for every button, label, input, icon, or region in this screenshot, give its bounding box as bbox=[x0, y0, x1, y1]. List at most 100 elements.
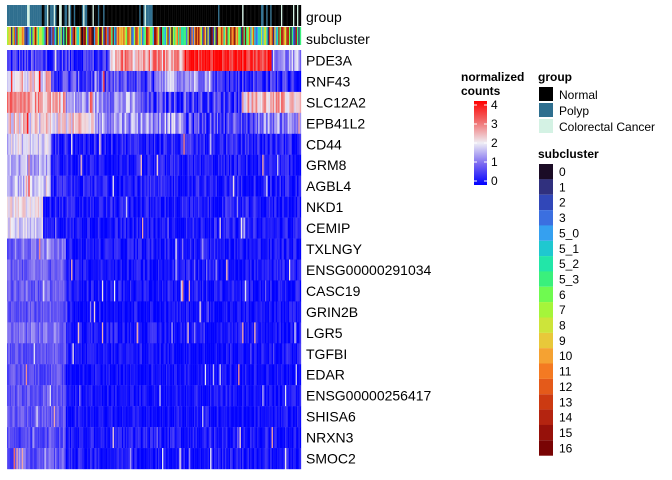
heatmap-cell bbox=[111, 196, 113, 218]
heatmap-cell bbox=[210, 280, 212, 302]
heatmap-cell bbox=[151, 50, 153, 72]
heatmap-cell bbox=[32, 133, 34, 155]
heatmap-cell bbox=[167, 50, 169, 72]
heatmap-cell bbox=[211, 50, 213, 72]
gene-label: ENSG00000291034 bbox=[306, 262, 432, 278]
heatmap-cell bbox=[256, 259, 259, 281]
heatmap-cell bbox=[215, 343, 217, 365]
heatmap-cell bbox=[43, 196, 45, 218]
heatmap-cell bbox=[268, 385, 271, 407]
heatmap-cell bbox=[141, 91, 144, 114]
heatmap-cell bbox=[48, 427, 50, 449]
heatmap-cell bbox=[211, 154, 213, 176]
group-track-cell bbox=[131, 5, 133, 26]
heatmap-cell bbox=[36, 112, 38, 134]
heatmap-cell bbox=[172, 70, 175, 93]
heatmap-cell bbox=[239, 154, 242, 176]
group-track-cell bbox=[17, 5, 20, 26]
heatmap-cell bbox=[178, 175, 180, 197]
heatmap-cell bbox=[57, 364, 60, 386]
heatmap-cell bbox=[95, 280, 97, 302]
heatmap-cell bbox=[251, 427, 254, 449]
heatmap-cell bbox=[155, 112, 157, 134]
subcluster-track-cell bbox=[254, 27, 256, 45]
heatmap-cell bbox=[170, 196, 172, 218]
heatmap-cell bbox=[271, 91, 274, 114]
heatmap-cell bbox=[9, 280, 12, 302]
heatmap-cell bbox=[279, 154, 282, 176]
heatmap-cell bbox=[168, 259, 171, 281]
heatmap-cell bbox=[242, 133, 244, 155]
heatmap-cell bbox=[72, 301, 74, 323]
heatmap-cell bbox=[282, 322, 284, 344]
heatmap-cell bbox=[79, 50, 81, 72]
heatmap-cell bbox=[24, 448, 26, 470]
heatmap-cell bbox=[232, 154, 235, 176]
heatmap-cell bbox=[107, 154, 109, 176]
group-track-cell bbox=[226, 5, 228, 26]
heatmap-cell bbox=[219, 50, 221, 72]
heatmap-cell bbox=[21, 364, 24, 386]
heatmap-cell bbox=[152, 154, 155, 176]
subcluster-track-cell bbox=[49, 27, 52, 45]
heatmap-cell bbox=[131, 196, 133, 218]
heatmap-cell bbox=[251, 406, 254, 428]
heatmap-cell bbox=[95, 112, 97, 134]
heatmap-cell bbox=[188, 112, 191, 134]
heatmap-cell bbox=[174, 154, 176, 176]
heatmap-cell bbox=[235, 50, 238, 72]
heatmap-cell bbox=[144, 280, 147, 302]
heatmap-cell bbox=[190, 322, 192, 344]
heatmap-cell bbox=[215, 112, 217, 134]
heatmap-cell bbox=[200, 238, 203, 260]
heatmap-cell bbox=[55, 427, 57, 449]
heatmap-cell bbox=[232, 217, 235, 239]
heatmap-cell bbox=[266, 385, 268, 407]
heatmap-cell bbox=[7, 301, 9, 323]
heatmap-cell bbox=[95, 217, 97, 239]
heatmap-cell bbox=[180, 448, 183, 470]
group-track-cell bbox=[180, 5, 183, 26]
heatmap-cell bbox=[286, 133, 288, 155]
heatmap-cell bbox=[145, 385, 148, 407]
heatmap-cell bbox=[101, 217, 104, 239]
heatmap-cell bbox=[164, 280, 167, 302]
heatmap-cell bbox=[228, 301, 231, 323]
heatmap-cell bbox=[251, 364, 254, 386]
heatmap-cell bbox=[113, 175, 116, 197]
heatmap-cell bbox=[247, 50, 250, 72]
heatmap-cell bbox=[145, 280, 148, 302]
heatmap-cell bbox=[268, 238, 271, 260]
heatmap-cell bbox=[105, 112, 108, 134]
heatmap-cell bbox=[127, 91, 129, 114]
heatmap-cell bbox=[296, 154, 299, 176]
group-track-cell bbox=[158, 5, 160, 26]
heatmap-cell bbox=[33, 112, 36, 134]
heatmap-cell bbox=[35, 280, 37, 302]
heatmap-cell bbox=[81, 50, 84, 72]
group-track-cell bbox=[77, 5, 80, 26]
heatmap-cell bbox=[194, 196, 196, 218]
heatmap-cell bbox=[191, 112, 193, 134]
heatmap-cell bbox=[33, 154, 36, 176]
heatmap-cell bbox=[13, 238, 16, 260]
group-track-cell bbox=[203, 5, 205, 26]
heatmap-cell bbox=[15, 427, 17, 449]
heatmap-cell bbox=[101, 91, 104, 114]
heatmap-cell bbox=[298, 196, 300, 218]
heatmap-cell bbox=[32, 427, 34, 449]
heatmap-cell bbox=[194, 385, 196, 407]
heatmap-cell bbox=[39, 91, 41, 114]
group-track-cell bbox=[251, 5, 254, 26]
heatmap-cell bbox=[267, 343, 270, 365]
heatmap-cell bbox=[96, 217, 99, 239]
heatmap-cell bbox=[175, 343, 177, 365]
heatmap-cell bbox=[80, 196, 82, 218]
heatmap-cell bbox=[194, 259, 196, 281]
heatmap-cell bbox=[47, 133, 49, 155]
group-track-cell bbox=[212, 5, 215, 26]
subcluster-track-cell bbox=[52, 27, 54, 45]
heatmap-cell bbox=[64, 70, 66, 93]
subcluster-track-cell bbox=[263, 27, 266, 45]
heatmap-cell bbox=[77, 70, 80, 93]
